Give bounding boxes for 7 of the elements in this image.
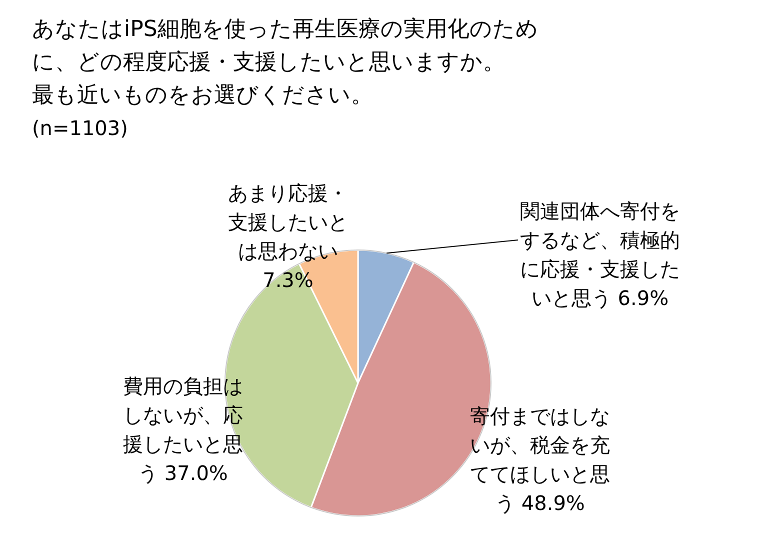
slice-label: 寄付まではしないが、税金を充ててほしいと思う 48.9% [470, 404, 610, 515]
data-label: 7.3% [262, 268, 314, 292]
slice-label: 関連団体へ寄付をするなど、積極的に応援・支援したいと思う 6.9% [520, 199, 680, 310]
chart-title: あなたはiPS細胞を使った再生医療の実用化のために、どの程度応援・支援したいと思いますか。最も近いものをお選びください。 [32, 17, 538, 108]
chart-subtitle: (n=1103) [32, 116, 128, 140]
slice-label: あまり応援・支援したいとは思わない [228, 181, 348, 263]
slice-label: 費用の負担はしないが、応援したいと思う 37.0% [123, 374, 243, 485]
